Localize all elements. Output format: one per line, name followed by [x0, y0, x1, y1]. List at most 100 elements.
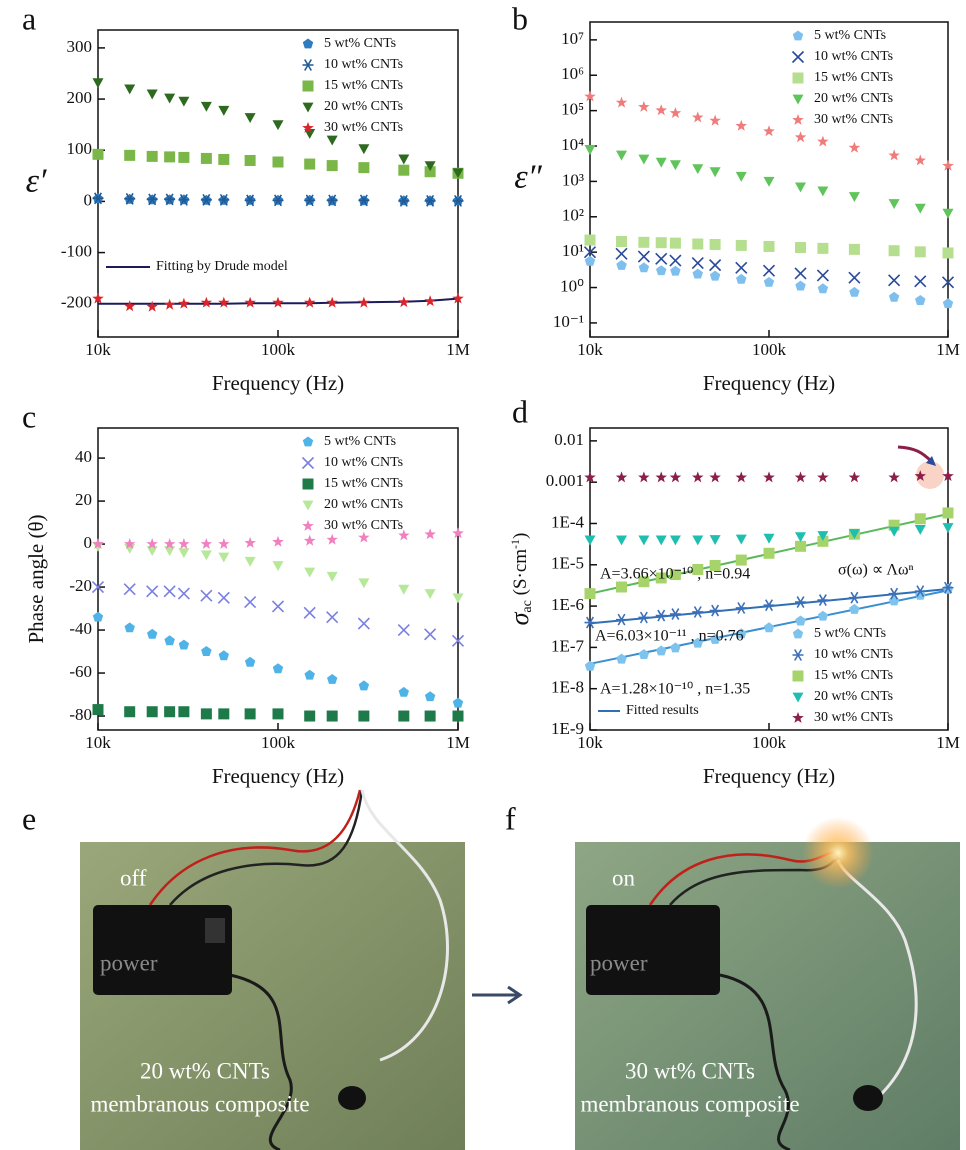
- y-tick-label: 100: [67, 139, 93, 158]
- x-tick-label: 1M: [446, 340, 470, 359]
- legend-label: 5 wt% CNTs: [324, 36, 396, 51]
- marker: [638, 100, 650, 112]
- marker: [272, 120, 284, 131]
- legend-marker: [302, 102, 314, 113]
- marker: [357, 617, 370, 630]
- legend-label: 20 wt% CNTs: [814, 91, 893, 106]
- marker: [794, 131, 807, 143]
- x-axis-label: Frequency (Hz): [703, 371, 835, 395]
- legend-marker: [792, 628, 804, 639]
- marker: [709, 535, 721, 545]
- panel-label: d: [512, 393, 528, 429]
- marker: [304, 567, 316, 578]
- legend-marker: [301, 456, 315, 470]
- marker: [942, 247, 954, 259]
- marker: [735, 239, 747, 251]
- x-axis-label: Frequency (Hz): [212, 764, 344, 788]
- panel-label: b: [512, 0, 528, 36]
- marker: [914, 513, 926, 525]
- marker: [218, 193, 230, 206]
- marker: [398, 686, 409, 697]
- legend-label: 30 wt% CNTs: [814, 112, 893, 127]
- legend-label: 15 wt% CNTs: [324, 476, 403, 491]
- y-axis-label-part: -1: [508, 539, 522, 549]
- panel-label: e: [22, 800, 36, 836]
- marker: [92, 292, 104, 304]
- marker: [816, 269, 829, 282]
- marker: [303, 606, 316, 619]
- marker: [91, 580, 105, 594]
- legend-label: 10 wt% CNTs: [814, 647, 893, 662]
- marker: [397, 623, 410, 637]
- x-tick-label: 10k: [577, 733, 603, 752]
- marker: [669, 569, 681, 581]
- marker: [398, 296, 410, 308]
- caption: 30 wt% CNTs: [625, 1058, 755, 1083]
- marker: [398, 164, 410, 176]
- marker: [272, 708, 284, 720]
- annotation: A=1.28×10⁻¹⁰ , n=1.35: [600, 681, 750, 698]
- marker: [326, 611, 339, 624]
- marker: [692, 637, 703, 648]
- marker: [669, 608, 681, 621]
- y-tick-label: 1E-7: [551, 636, 585, 655]
- marker: [244, 596, 257, 609]
- marker: [163, 298, 176, 310]
- marker: [616, 236, 628, 248]
- marker: [848, 192, 860, 202]
- y-tick-label: 1E-5: [551, 554, 584, 573]
- marker: [398, 584, 410, 595]
- y-tick-label: 10³: [562, 170, 584, 189]
- highlight-arrow: [897, 445, 934, 464]
- marker: [942, 208, 954, 219]
- marker: [124, 622, 135, 633]
- marker: [655, 471, 667, 483]
- marker: [691, 257, 704, 270]
- marker: [451, 634, 465, 647]
- marker: [763, 240, 775, 252]
- legend-label: 10 wt% CNTs: [324, 455, 403, 470]
- marker: [669, 535, 681, 546]
- x-tick-label: 1M: [936, 733, 960, 752]
- marker: [272, 663, 284, 674]
- marker: [147, 628, 158, 639]
- marker: [638, 535, 650, 546]
- marker: [303, 296, 316, 308]
- marker: [92, 192, 104, 205]
- legend-label: 15 wt% CNTs: [814, 668, 893, 683]
- marker: [637, 250, 650, 263]
- marker: [304, 128, 316, 139]
- marker: [146, 538, 158, 549]
- y-tick-label: 1E-4: [551, 512, 585, 531]
- marker: [942, 507, 954, 519]
- marker: [583, 246, 597, 259]
- y-tick-label: 0.001: [546, 471, 584, 490]
- panel-label: c: [22, 398, 36, 434]
- highlight-circle: [916, 461, 944, 489]
- x-tick-label: 10k: [85, 733, 111, 752]
- marker: [304, 158, 316, 170]
- marker: [914, 470, 926, 481]
- marker: [146, 150, 158, 162]
- marker: [244, 708, 256, 720]
- marker: [244, 556, 256, 567]
- legend-label: 15 wt% CNTs: [814, 70, 893, 85]
- marker: [326, 571, 338, 582]
- marker: [914, 203, 926, 214]
- marker: [584, 471, 596, 483]
- marker: [92, 538, 104, 549]
- marker: [616, 260, 627, 270]
- marker: [638, 576, 650, 588]
- marker: [584, 535, 596, 546]
- marker: [200, 708, 212, 720]
- marker: [303, 534, 316, 546]
- marker: [735, 534, 747, 545]
- legend-label: 30 wt% CNTs: [814, 710, 893, 725]
- legend-marker: [791, 50, 805, 64]
- marker: [178, 297, 190, 309]
- marker: [326, 135, 338, 146]
- marker: [326, 710, 338, 722]
- marker: [398, 529, 410, 541]
- marker: [358, 144, 370, 155]
